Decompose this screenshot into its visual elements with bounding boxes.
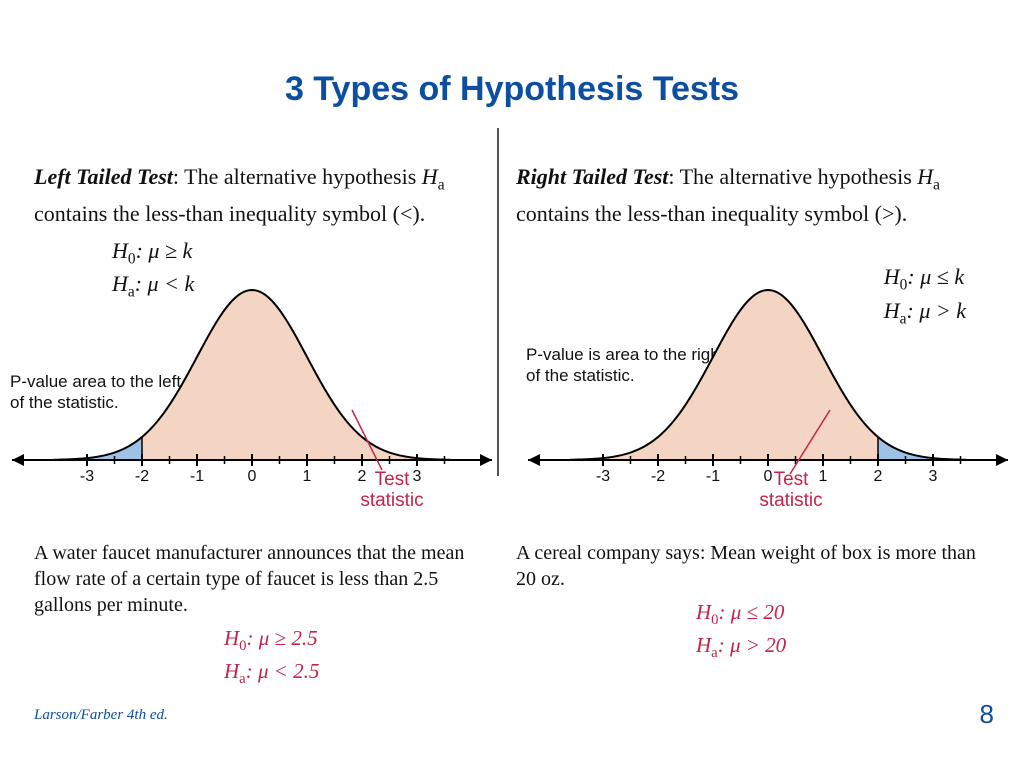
page-number: 8 bbox=[980, 699, 994, 730]
axis-tick-label: 2 bbox=[358, 468, 367, 486]
left-example-hypotheses: H0: μ ≥ 2.5 Ha: μ < 2.5 bbox=[224, 624, 494, 690]
right-column: Right Tailed Test: The alternative hypot… bbox=[516, 160, 976, 230]
axis-tick-label: -3 bbox=[80, 468, 94, 486]
right-chart: Test statistic -3-2-10123 bbox=[528, 270, 1008, 490]
axis-tick-label: -2 bbox=[651, 468, 665, 486]
axis-tick-label: -1 bbox=[190, 468, 204, 486]
left-chart: Test statistic -3-2-10123 bbox=[12, 270, 492, 490]
left-example: A water faucet manufacturer announces th… bbox=[34, 540, 494, 690]
right-example: A cereal company says: Mean weight of bo… bbox=[516, 540, 976, 664]
axis-tick-label: 1 bbox=[819, 468, 828, 486]
right-example-hypotheses: H0: μ ≤ 20 Ha: μ > 20 bbox=[696, 598, 976, 664]
citation: Larson/Farber 4th ed. bbox=[34, 707, 168, 724]
right-description: Right Tailed Test: The alternative hypot… bbox=[516, 160, 976, 230]
axis-tick-label: 0 bbox=[248, 468, 257, 486]
axis-tick-label: 0 bbox=[764, 468, 773, 486]
page-title: 3 Types of Hypothesis Tests bbox=[0, 0, 1024, 109]
axis-tick-label: 3 bbox=[413, 468, 422, 486]
axis-tick-label: -1 bbox=[706, 468, 720, 486]
vertical-divider bbox=[497, 128, 499, 476]
axis-tick-label: -2 bbox=[135, 468, 149, 486]
axis-tick-label: 3 bbox=[929, 468, 938, 486]
left-description: Left Tailed Test: The alternative hypoth… bbox=[34, 160, 494, 230]
axis-tick-label: -3 bbox=[596, 468, 610, 486]
left-heading: Left Tailed Test bbox=[34, 164, 173, 189]
right-heading: Right Tailed Test bbox=[516, 164, 668, 189]
axis-tick-label: 2 bbox=[874, 468, 883, 486]
axis-tick-label: 1 bbox=[303, 468, 312, 486]
